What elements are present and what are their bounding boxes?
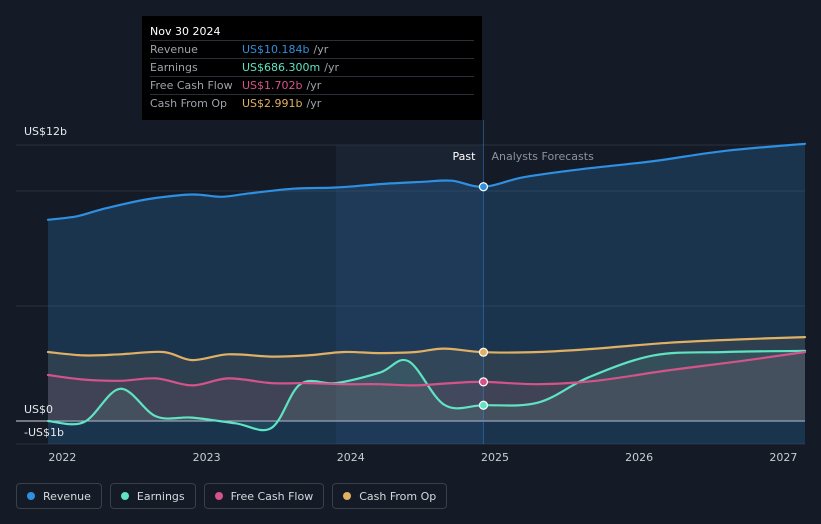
forecast-label: Analysts Forecasts <box>491 150 594 163</box>
free-cash-flow-area <box>48 352 805 421</box>
earnings-area <box>48 350 805 431</box>
legend-item-revenue[interactable]: Revenue <box>16 483 102 509</box>
earnings-marker <box>478 400 489 410</box>
legend-item-earnings[interactable]: Earnings <box>109 483 196 509</box>
revenue-area <box>48 143 805 445</box>
tooltip-label: Revenue <box>150 43 198 56</box>
tooltip-label: Earnings <box>150 61 198 74</box>
earnings-dot-icon <box>120 492 129 500</box>
y-tick-label: US$0 <box>24 403 53 416</box>
free-cash-flow-dot-icon <box>214 492 223 500</box>
grid-lines <box>16 144 805 445</box>
x-tick-label: 2024 <box>337 451 365 464</box>
cash-from-op-area <box>48 337 805 421</box>
tooltip-label: Free Cash Flow <box>150 79 233 92</box>
series-markers <box>478 182 489 410</box>
legend-item-cash-from-op[interactable]: Cash From Op <box>332 483 448 509</box>
tooltip-value: US$2.991b <box>242 97 303 110</box>
tooltip-row-free-cash-flow: Free Cash Flow US$1.702b /yr <box>150 76 474 94</box>
past-highlight-region <box>336 145 484 444</box>
tooltip-value: US$1.702b <box>242 79 303 92</box>
x-tick-label: 2026 <box>625 451 653 464</box>
past-label: Past <box>453 150 477 163</box>
y-tick-label: US$12b <box>24 125 67 138</box>
tooltip-value: US$686.300m <box>242 61 321 74</box>
tooltip-unit: /yr <box>306 79 322 92</box>
legend-label: Earnings <box>136 489 185 503</box>
tooltip-row-revenue: Revenue US$10.184b /yr <box>150 40 474 58</box>
legend-item-free-cash-flow[interactable]: Free Cash Flow <box>203 483 325 509</box>
legend-label: Cash From Op <box>359 489 437 503</box>
cash-from-op-marker <box>478 347 489 357</box>
tooltip-row-earnings: Earnings US$686.300m /yr <box>150 58 474 76</box>
x-tick-label: 2022 <box>48 451 76 464</box>
tooltip-unit: /yr <box>313 43 329 56</box>
free-cash-flow-marker <box>478 377 489 387</box>
tooltip-date: Nov 30 2024 <box>150 25 221 38</box>
tooltip-row-cash-from-op: Cash From Op US$2.991b /yr <box>150 94 474 112</box>
x-tick-label: 2025 <box>481 451 509 464</box>
legend-label: Revenue <box>43 489 91 503</box>
free-cash-flow-line <box>46 350 807 387</box>
tooltip-unit: /yr <box>306 97 322 110</box>
legend-label: Free Cash Flow <box>230 489 314 503</box>
tooltip-value: US$10.184b <box>242 43 310 56</box>
tooltip-unit: /yr <box>324 61 339 74</box>
data-tooltip: Nov 30 2024 Revenue US$10.184b /yr Earni… <box>142 16 482 120</box>
tooltip-label: Cash From Op <box>150 97 228 110</box>
x-tick-label: 2023 <box>193 451 221 464</box>
chart-legend: Revenue Earnings Free Cash Flow Cash Fro… <box>16 483 448 509</box>
revenue-marker <box>478 182 489 192</box>
y-tick-label: -US$1b <box>24 426 64 439</box>
cash-from-op-line <box>46 336 807 362</box>
revenue-line <box>46 142 807 221</box>
series-areas <box>48 143 805 445</box>
axis-labels: US$12b US$0 -US$1b 2022 2023 2024 2025 2026 2027… <box>24 125 797 464</box>
earnings-line <box>46 349 807 432</box>
revenue-dot-icon <box>27 492 35 500</box>
cash-from-op-dot-icon <box>343 492 352 500</box>
series-lines <box>46 142 807 432</box>
x-tick-label: 2027 <box>769 451 797 464</box>
